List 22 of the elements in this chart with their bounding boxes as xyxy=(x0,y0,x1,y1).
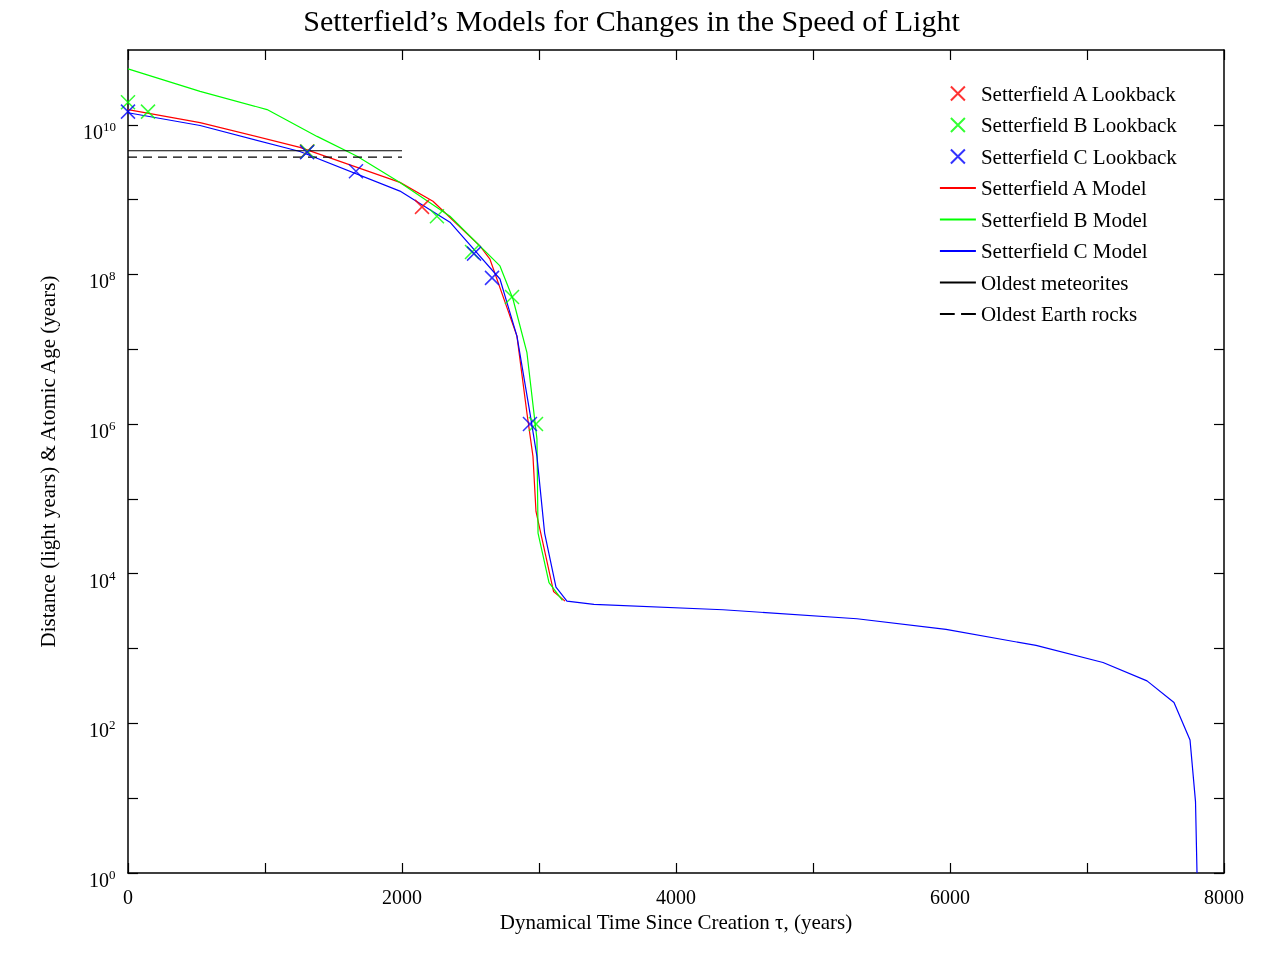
legend-label: Setterfield C Lookback xyxy=(980,144,1178,169)
legend-label: Setterfield A Model xyxy=(980,176,1147,200)
y-axis-title: Distance (light years) & Atomic Age (years) xyxy=(35,275,60,648)
y-tick-label: 10$^{4}$ xyxy=(89,566,116,592)
y-tick-label: 10$^{10}$ xyxy=(83,117,116,143)
x-tick-label: 2000 xyxy=(382,886,422,908)
legend-label: Oldest Earth rocks xyxy=(980,302,1138,326)
legend-label: Setterfield B Model xyxy=(980,207,1148,232)
legend-label: Setterfield A Lookback xyxy=(980,81,1177,106)
x-axis-title: Dynamical Time Since Creation τ, (years) xyxy=(499,910,853,935)
x-tick-label: 0 xyxy=(123,886,133,908)
x-tick-label: 4000 xyxy=(656,886,696,908)
y-tick-label: 10$^{6}$ xyxy=(89,417,116,442)
y-tick-label: 10$^{2}$ xyxy=(89,716,116,742)
legend-label: Setterfield B Lookback xyxy=(980,113,1178,137)
legend-label: Oldest meteorites xyxy=(980,270,1129,295)
legend-label: Setterfield C Model xyxy=(980,239,1148,263)
x-tick-label: 6000 xyxy=(930,886,970,908)
y-tick-label: 10$^{8}$ xyxy=(89,267,116,293)
chart-title: Setterfield’s Models for Changes in the Speed of Light xyxy=(303,3,961,37)
x-tick-label: 8000 xyxy=(1204,886,1244,908)
y-tick-label: 10$^{0}$ xyxy=(89,866,116,891)
